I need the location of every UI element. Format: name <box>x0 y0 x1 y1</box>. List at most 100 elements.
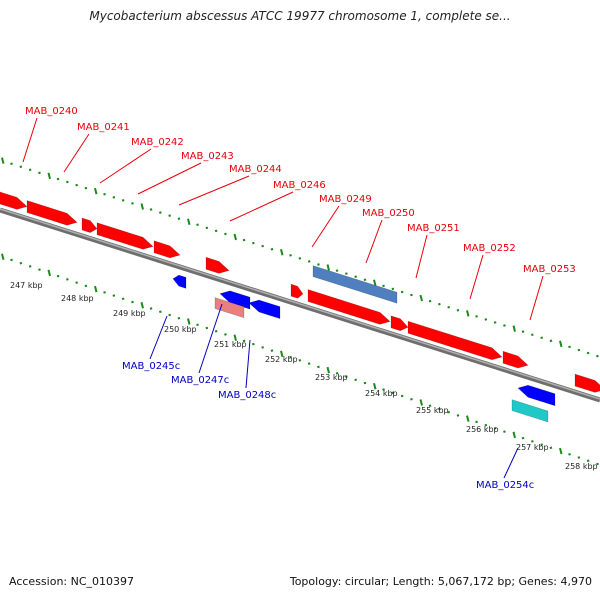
tick <box>475 420 478 424</box>
gene-mab-0253[interactable] <box>407 320 503 361</box>
tick <box>326 366 330 374</box>
tick <box>559 447 563 455</box>
tick <box>577 456 581 459</box>
gene-label[interactable]: MAB_0242 <box>131 137 184 148</box>
gene-mab-0244[interactable] <box>153 240 181 259</box>
gene-mab-0252[interactable] <box>390 315 409 332</box>
gene-label[interactable]: MAB_0250 <box>362 208 415 219</box>
gene-label[interactable]: MAB_0244 <box>229 164 282 175</box>
tick <box>549 446 553 450</box>
tick <box>168 214 171 217</box>
gene-mab-0245c[interactable] <box>172 274 187 289</box>
tick <box>531 333 534 336</box>
tick <box>28 168 32 172</box>
gene-mab-0243[interactable] <box>96 222 154 250</box>
gene-mab-0250[interactable] <box>312 265 398 304</box>
tick <box>586 459 590 463</box>
tick <box>131 202 134 205</box>
gene-mab-0247c-pseudo[interactable] <box>214 297 245 319</box>
tick <box>540 336 543 340</box>
tick <box>521 330 525 333</box>
tick <box>214 229 218 233</box>
gene-label[interactable]: MAB_0243 <box>181 151 234 162</box>
tick <box>503 324 506 327</box>
tick <box>56 274 60 278</box>
leader-line <box>311 205 340 248</box>
tick <box>75 183 78 187</box>
gene-label[interactable]: MAB_0253 <box>523 264 576 275</box>
tick <box>131 300 134 304</box>
gene-mab-0246[interactable] <box>205 256 230 274</box>
gene-label[interactable]: MAB_0241 <box>77 122 130 133</box>
tick <box>66 278 69 281</box>
gene-mab-0241[interactable] <box>26 200 78 226</box>
tick <box>280 350 284 358</box>
tick <box>233 334 237 341</box>
gene-label[interactable]: MAB_0254c <box>476 480 534 491</box>
tick <box>475 315 478 318</box>
tick <box>307 362 311 365</box>
gene-label[interactable]: MAB_0240 <box>25 106 78 117</box>
tick <box>596 462 599 466</box>
tick <box>261 244 264 248</box>
gene-mab-0251[interactable] <box>307 289 391 325</box>
tick <box>493 427 497 430</box>
ruler-label: 251 kbp <box>214 340 247 349</box>
gene-label[interactable]: MAB_0251 <box>407 223 460 234</box>
tick <box>224 333 227 336</box>
ruler-label: 250 kbp <box>164 325 197 334</box>
tick <box>94 187 98 195</box>
ruler-label: 253 kbp <box>315 373 348 382</box>
tick <box>317 263 320 266</box>
leader-line <box>469 254 484 300</box>
gene-label[interactable]: MAB_0248c <box>218 390 276 401</box>
ruler-label: 257 kbp <box>516 443 549 452</box>
tick <box>19 165 23 169</box>
tick <box>289 355 292 359</box>
tick <box>521 436 525 440</box>
gene-mab-0255[interactable] <box>574 373 600 393</box>
gene-label[interactable]: MAB_0247c <box>171 375 229 386</box>
tick <box>140 203 144 210</box>
gene-mab-0242[interactable] <box>81 217 98 233</box>
tick <box>112 196 116 199</box>
tick <box>326 264 330 271</box>
gene-mab-0240[interactable] <box>0 190 28 210</box>
gene-label[interactable]: MAB_0245c <box>122 361 180 372</box>
tick <box>512 325 516 332</box>
gene-label[interactable]: MAB_0252 <box>463 243 516 254</box>
tick <box>335 269 339 272</box>
tick <box>149 208 153 211</box>
gene-mab-0248c[interactable] <box>248 299 281 320</box>
tick <box>466 310 470 317</box>
tick-marks <box>1 157 599 466</box>
tick <box>28 265 32 268</box>
tick <box>66 180 69 184</box>
tick <box>121 297 125 301</box>
tick <box>19 261 23 265</box>
tick <box>493 321 497 324</box>
tick <box>187 218 191 225</box>
ruler-label: 258 kbp <box>565 462 598 471</box>
gene-mab-0254c-region[interactable] <box>511 399 549 423</box>
gene-label[interactable]: MAB_0249 <box>319 194 372 205</box>
tick <box>47 269 51 277</box>
gene-mab-0249[interactable] <box>290 283 304 299</box>
tick <box>187 318 191 325</box>
gene-mab-0253b[interactable] <box>502 350 529 369</box>
tick <box>512 431 516 439</box>
tick <box>196 223 199 227</box>
gene-label[interactable]: MAB_0246 <box>273 180 326 191</box>
tick <box>56 177 60 181</box>
map-title: Mycobacterium abscessus ATCC 19977 chrom… <box>89 9 511 23</box>
tick <box>205 326 209 330</box>
tick <box>354 378 357 382</box>
gene-mab-0254c[interactable] <box>517 384 556 407</box>
tick <box>400 290 404 294</box>
tick <box>224 232 227 236</box>
tick <box>400 394 404 398</box>
tick <box>94 285 98 293</box>
ruler-labels: 247 kbp 248 kbp 249 kbp 250 kbp 251 kbp 252 k… <box>10 281 598 471</box>
